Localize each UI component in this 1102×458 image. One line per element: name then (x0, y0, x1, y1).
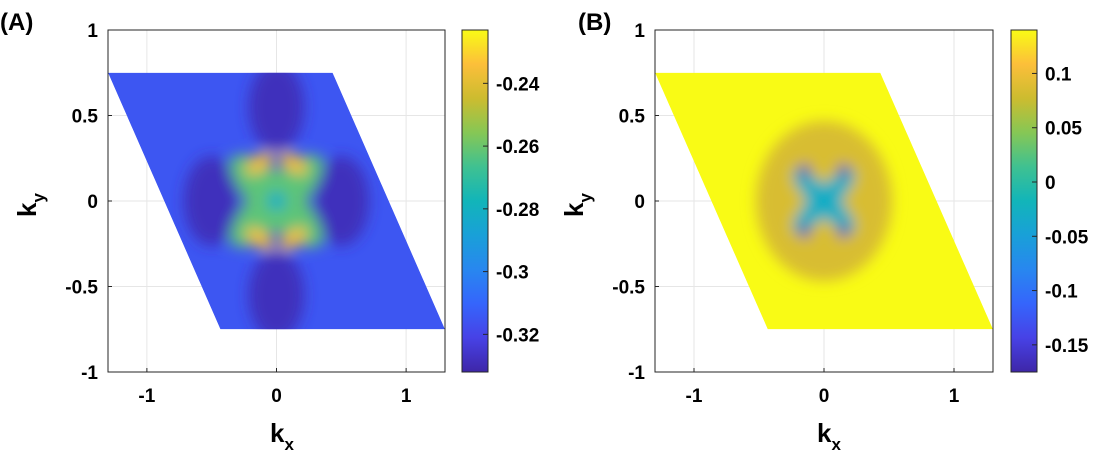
x-tick-label: 0 (819, 386, 830, 407)
heatmap-lobe (183, 156, 240, 246)
colorbar-tick-label: -0.05 (1045, 227, 1089, 248)
heatmap-center (266, 191, 287, 211)
y-tick-label: 0 (634, 192, 645, 213)
colorbar-tick-label: -0.3 (496, 263, 529, 284)
heatmap-peak (279, 227, 308, 250)
colorbar-tick-label: -0.1 (1045, 282, 1078, 303)
heatmap (108, 72, 445, 330)
colorbar-tick-label: 0.05 (1045, 119, 1082, 140)
panel-a: -1 0 1 -1 -0.5 0 0.5 1 kx ky (A) -0.32 -0.3 -0.28 -0.2… (0, 9, 540, 454)
panel-b: -1 0 1 -1 -0.5 0 0.5 1 kx ky (B) -0.15 -0.1 -0.05 0 0.0… (559, 9, 1089, 454)
y-tick-label: -1 (81, 363, 98, 384)
y-tick-label: 0 (87, 192, 98, 213)
y-tick-label: 0.5 (619, 107, 646, 128)
y-tick-label: -0.5 (65, 278, 98, 299)
colorbar-scale (461, 29, 489, 373)
x-tick-label: -1 (686, 386, 703, 407)
colorbar-tick-label: -0.24 (496, 74, 540, 95)
colorbar-scale (1010, 29, 1038, 373)
x-tick-label: -1 (138, 386, 155, 407)
x-axis-label: kx (270, 418, 294, 454)
colorbar-tick-label: 0 (1045, 173, 1056, 194)
colorbar: -0.32 -0.3 -0.28 -0.26 -0.24 (461, 29, 540, 373)
y-tick-label: -1 (628, 363, 645, 384)
y-tick-label: 1 (87, 21, 98, 42)
heatmap-trough (837, 164, 850, 177)
x-tick-label: 0 (271, 386, 282, 407)
y-tick-label: 1 (634, 21, 645, 42)
heatmap-features (183, 72, 370, 330)
y-tick-label: -0.5 (612, 278, 645, 299)
heatmap (655, 72, 993, 330)
heatmap-lobe (313, 156, 370, 246)
heatmap-peak (245, 227, 274, 250)
y-axis-label: ky (12, 193, 48, 217)
heatmap-lobe (248, 72, 305, 152)
heatmap-lobe (248, 250, 305, 330)
colorbar-tick-label: -0.15 (1045, 336, 1089, 357)
y-axis-label: ky (559, 193, 595, 217)
colorbar-tick-label: -0.28 (496, 200, 539, 221)
heatmap-features (756, 121, 892, 281)
heatmap-arm (793, 170, 855, 232)
heatmap-trough (837, 225, 850, 238)
heatmap-trough (798, 225, 811, 238)
colorbar-tick-label: -0.32 (496, 325, 539, 346)
colorbar-tick-label: 0.1 (1045, 64, 1072, 85)
x-tick-label: 1 (401, 386, 412, 407)
heatmap-peak (245, 152, 274, 175)
x-tick-label: 1 (949, 386, 960, 407)
y-tick-label: 0.5 (72, 107, 99, 128)
x-axis-label: kx (817, 418, 841, 454)
heatmap-peak (279, 152, 308, 175)
panel-label: (B) (578, 9, 611, 36)
panel-label: (A) (0, 9, 33, 36)
colorbar: -0.15 -0.1 -0.05 0 0.05 0.1 (1010, 29, 1089, 373)
colorbar-tick-label: -0.26 (496, 137, 539, 158)
heatmap-trough (798, 164, 811, 177)
